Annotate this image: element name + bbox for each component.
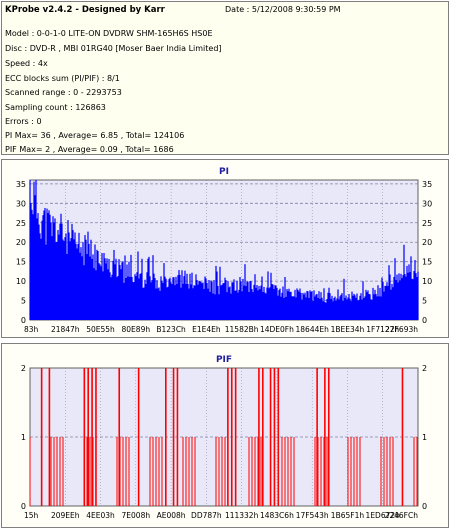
pi-ytick-left-3: 15 [16, 258, 26, 267]
pi-ytick-left-7: 35 [16, 180, 26, 189]
pi-ytick-right-6: 30 [422, 199, 432, 208]
pif-xtick-5: DD787h [191, 511, 222, 520]
pi-xtick-3: 80E89h [122, 325, 151, 334]
pi-ytick-left-2: 10 [16, 277, 26, 286]
pi-ytick-right-3: 15 [422, 258, 432, 267]
pi-xtick-9: 1BEE34h [331, 325, 365, 334]
info-model: Model : 0-0-1-0 LITE-ON DVDRW SHM-165H6S… [5, 29, 213, 38]
scan-date: Date : 5/12/2008 9:30:59 PM [225, 5, 341, 14]
info-sampling: Sampling count : 126863 [5, 103, 106, 112]
pi-ytick-left-4: 20 [16, 238, 26, 247]
pif-ytick-left-1: 1 [21, 433, 26, 442]
pif-ytick-right-2: 2 [422, 364, 427, 373]
pi-ytick-right-1: 5 [422, 297, 427, 306]
pif-xtick-1: 209EEh [51, 511, 80, 520]
pi-xtick-1: 21847h [51, 325, 80, 334]
pi-xtick-0: 83h [24, 325, 39, 334]
pi-ytick-right-5: 25 [422, 219, 432, 228]
pi-ytick-right-2: 10 [422, 277, 432, 286]
pi-ytick-left-6: 30 [16, 199, 26, 208]
pi-ytick-left-5: 25 [16, 219, 26, 228]
pif-xtick-11: 2246FCh [385, 511, 419, 520]
pif-title: PIF [216, 355, 232, 365]
pif-chart: PIF 0 0 1 1 2 2 15h 209EEh 4EE03h 7E008h AE008h DD78… [21, 355, 427, 520]
pi-xtick-4: B123Ch [156, 325, 186, 334]
pif-xtick-8: 17F543h [296, 511, 329, 520]
info-errors: Errors : 0 [5, 117, 42, 126]
pif-xtick-2: 4EE03h [86, 511, 115, 520]
info-pi-stats: PI Max= 36 , Average= 6.85 , Total= 1241… [5, 131, 185, 140]
pif-xtick-4: AE008h [157, 511, 186, 520]
info-disc: Disc : DVD-R , MBI 01RG40 [Moser Baer In… [5, 44, 222, 53]
info-range: Scanned range : 0 - 2293753 [5, 88, 122, 97]
pi-ytick-right-7: 35 [422, 180, 432, 189]
pif-xtick-0: 15h [24, 511, 39, 520]
pi-xtick-10: 1F7127h [366, 325, 399, 334]
pif-ytick-left-0: 0 [21, 502, 26, 511]
pi-xtick-5: E1E4Eh [192, 325, 221, 334]
pif-xtick-6: 111332h [225, 511, 259, 520]
pi-xtick-11: 22F693h [385, 325, 418, 334]
pi-xtick-2: 50E55h [86, 325, 115, 334]
pi-chart: PI 0 0 5 5 10 10 15 15 20 20 25 25 30 30 35 35 83h 21847h 5… [16, 167, 432, 334]
pif-xtick-7: 1483C6h [260, 511, 294, 520]
pi-chart-panel: PI 0 0 5 5 10 10 15 15 20 20 25 25 30 30 35 35 83h 21847h 5… [1, 159, 449, 338]
pi-xtick-8: 18644Eh [296, 325, 330, 334]
pi-ytick-left-0: 0 [21, 316, 26, 325]
pif-ytick-right-1: 1 [422, 433, 427, 442]
pi-ytick-right-4: 20 [422, 238, 432, 247]
info-pif-stats: PIF Max= 2 , Average= 0.09 , Total= 1686 [5, 145, 174, 154]
info-speed: Speed : 4x [5, 59, 48, 68]
pif-xtick-10: 1ED672h [366, 511, 401, 520]
pi-ytick-right-0: 0 [422, 316, 427, 325]
info-ecc: ECC blocks sum (PI/PIF) : 8/1 [5, 74, 120, 83]
app-title: KProbe v2.4.2 - Designed by Karr [5, 5, 165, 15]
pif-ytick-left-2: 2 [21, 364, 26, 373]
pi-series [29, 180, 419, 320]
pif-series [29, 368, 418, 506]
pif-chart-panel: PIF 0 0 1 1 2 2 15h 209EEh 4EE03h 7E008h AE008h DD78… [1, 343, 449, 528]
pif-xtick-9: 1B65F1h [331, 511, 365, 520]
info-panel: KProbe v2.4.2 - Designed by Karr Date : … [1, 1, 449, 155]
pif-xtick-3: 7E008h [122, 511, 151, 520]
pif-ytick-right-0: 0 [422, 502, 427, 511]
pi-title: PI [219, 167, 229, 177]
pi-ytick-left-1: 5 [21, 297, 26, 306]
pi-xtick-6: 11582Bh [225, 325, 259, 334]
pi-xtick-7: 14DE0Fh [260, 325, 294, 334]
pif-plot-area [29, 367, 419, 507]
